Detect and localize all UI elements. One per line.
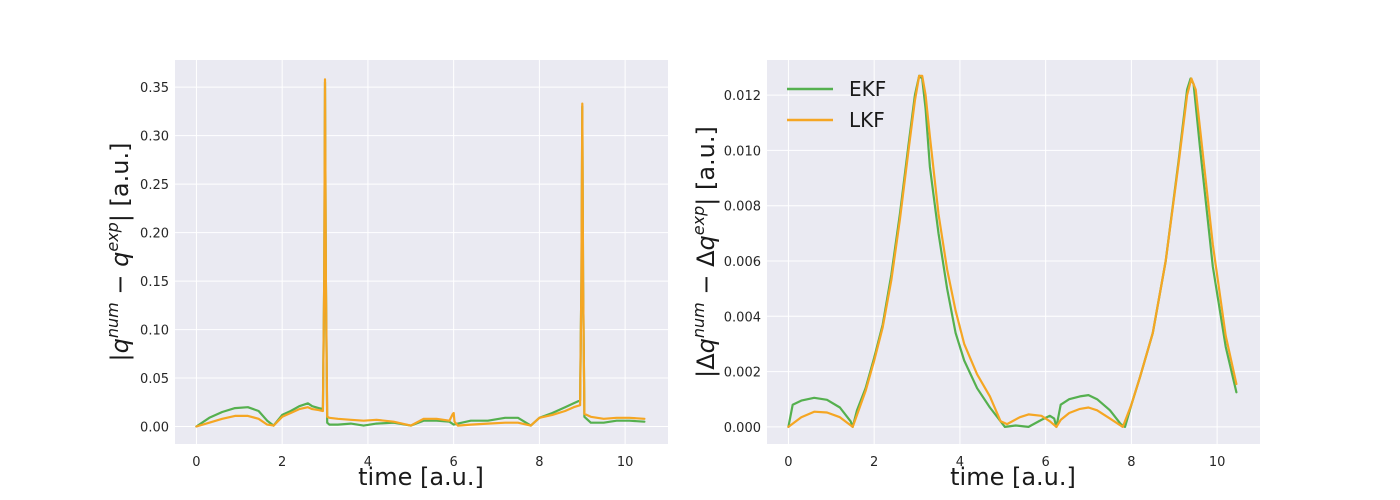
left-y-tick-label: 0.30 xyxy=(140,130,169,145)
left-y-tick-label: 0.05 xyxy=(140,372,169,387)
left-plot-area xyxy=(175,60,668,444)
right-y-tick-label: 0.012 xyxy=(724,89,761,104)
left-x-tick-label: 4 xyxy=(364,455,372,470)
right-series-line-lkf xyxy=(787,74,1238,428)
right-y-tick-label: 0.006 xyxy=(724,255,761,270)
left-y-tick-label: 0.15 xyxy=(140,275,169,290)
right-x-tick-label: 10 xyxy=(1209,455,1226,470)
left-tick-labels: 0 2 4 6 8 10 0.00 0.05 0.10 0.15 0.20 0.25 0.30 0.35 xyxy=(140,81,633,470)
right-y-tick-label: 0.000 xyxy=(724,421,761,436)
left-x-axis-label: time [a.u.] xyxy=(358,463,484,491)
right-x-tick-label: 0 xyxy=(784,455,792,470)
left-x-tick-label: 6 xyxy=(450,455,458,470)
left-y-tick-label: 0.20 xyxy=(140,227,169,242)
right-y-tick-label: 0.002 xyxy=(724,366,761,381)
right-y-tick-label: 0.010 xyxy=(724,144,761,159)
left-y-tick-label: 0.00 xyxy=(140,421,169,436)
right-y-tick-label: 0.008 xyxy=(724,200,761,215)
left-y-tick-label: 0.35 xyxy=(140,81,169,96)
legend-label-ekf: EKF xyxy=(849,77,886,101)
right-tick-labels: 0 2 4 6 8 10 0.000 0.002 0.004 0.006 0.008 0.010 0.0… xyxy=(724,89,1226,470)
right-x-tick-label: 8 xyxy=(1127,455,1135,470)
right-y-tick-label: 0.004 xyxy=(724,310,761,325)
left-series-line-lkf xyxy=(195,78,646,428)
left-y-tick-label: 0.10 xyxy=(140,324,169,339)
left-x-tick-label: 2 xyxy=(278,455,286,470)
right-series-group xyxy=(787,74,1238,428)
right-x-axis-label: time [a.u.] xyxy=(950,463,1076,491)
left-x-tick-label: 0 xyxy=(192,455,200,470)
right-plot-area xyxy=(767,60,1260,444)
right-x-tick-label: 4 xyxy=(956,455,964,470)
legend: EKF LKF xyxy=(787,77,886,132)
left-plot-panel: 0 2 4 6 8 100.000.050.100.150.200.250.300.35 … xyxy=(103,60,668,491)
left-y-tick-label: 0.25 xyxy=(140,178,169,193)
left-gridlines xyxy=(175,60,668,444)
right-y-axis-label: |Δqnum − Δqexp| [a.u.] xyxy=(689,126,720,378)
right-x-tick-label: 6 xyxy=(1042,455,1050,470)
legend-label-lkf: LKF xyxy=(849,108,885,132)
left-y-axis-label: |qnum − qexp| [a.u.] xyxy=(103,143,134,362)
right-plot-panel: 0 2 4 6 8 10 0.000 0.002 0.004 0.006 0.008 0.010 0.0… xyxy=(689,60,1260,491)
left-series-group xyxy=(195,78,646,428)
left-x-tick-label: 10 xyxy=(617,455,634,470)
right-x-tick-label: 2 xyxy=(870,455,878,470)
left-x-tick-label: 8 xyxy=(535,455,543,470)
